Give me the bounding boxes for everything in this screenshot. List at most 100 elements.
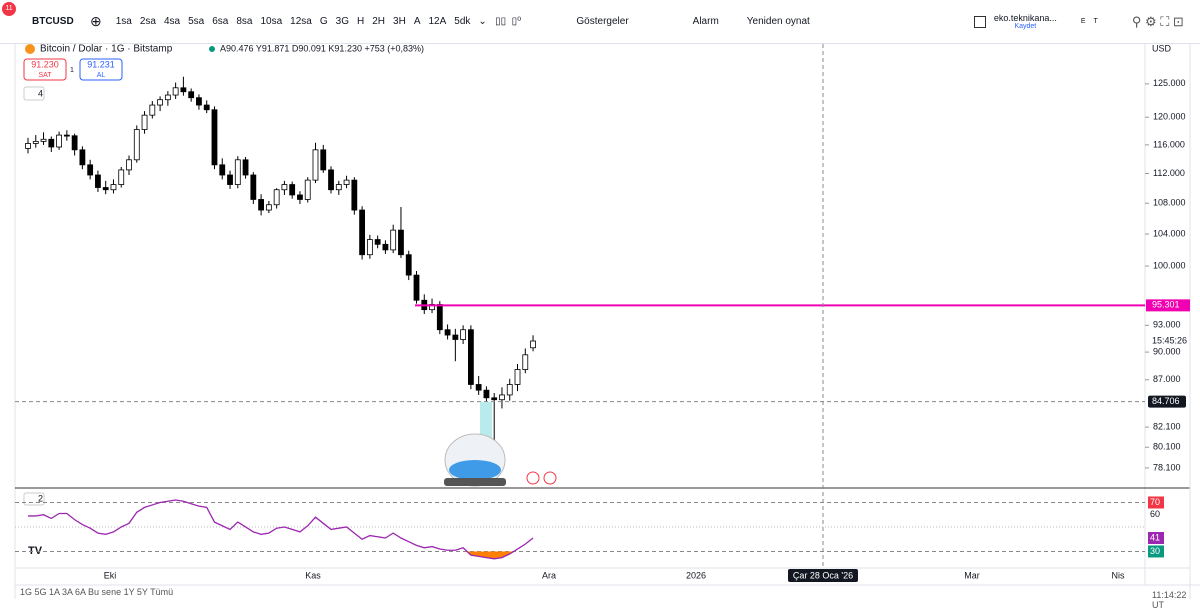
chart-type[interactable]: ⌄ ▯▯ ▯⁰ — [478, 16, 522, 27]
buy: AL — [97, 72, 106, 79]
y-tick-label: 100.000 — [1153, 260, 1186, 270]
candle-body — [242, 159, 249, 176]
candle-body — [71, 135, 78, 151]
rsi-last-label: 41 — [1150, 532, 1160, 542]
alarm[interactable]: Alarm — [692, 16, 719, 27]
rsi-tick-label: 30 — [1150, 546, 1160, 556]
candle-body — [157, 99, 163, 106]
clock: 11:14:22 UT — [1152, 590, 1187, 610]
candle-body — [312, 149, 319, 181]
interval[interactable]: 3G — [335, 16, 349, 27]
y-tick-label: 87.000 — [1153, 374, 1181, 384]
intervals: 1sa 2sa 4sa 5sa 6sa 8sa 10sa 12sa G 3G H 2H 3H A 12A 5d… — [112, 16, 475, 27]
rsi-tick-label: 70 — [1150, 497, 1160, 507]
symbol[interactable]: BTCUSD — [32, 16, 74, 27]
candle-body — [475, 384, 482, 391]
sell: SAT — [38, 72, 52, 79]
y-tick-label: 125.000 — [1153, 78, 1186, 88]
x-label: Ara — [542, 570, 556, 580]
candle-body — [234, 159, 241, 185]
candle-body — [460, 329, 467, 340]
candle-body — [483, 389, 490, 399]
add[interactable]: ⊕ — [90, 13, 102, 29]
interval[interactable]: 12sa — [290, 16, 312, 27]
candle-body — [467, 329, 474, 385]
account-name: eko.teknikana... — [993, 13, 1057, 23]
y-tick-label: 78.100 — [1153, 462, 1181, 472]
candle-body — [452, 334, 459, 340]
candle-body — [48, 138, 55, 148]
date-label: Çar 28 Oca '26 — [793, 570, 853, 580]
e[interactable]: E — [1080, 18, 1086, 25]
hline-label-bg — [1146, 299, 1190, 312]
collapse-btn[interactable] — [23, 86, 45, 101]
candle-body — [390, 229, 397, 251]
lamp-decoration — [444, 402, 557, 487]
t[interactable]: T — [1093, 18, 1098, 25]
candle-body — [203, 104, 210, 111]
interval[interactable]: 8sa — [236, 16, 253, 27]
candle-body — [141, 114, 148, 130]
rsi-collapse: 2 — [38, 493, 43, 503]
left-toolbar — [0, 44, 15, 599]
interval[interactable]: A — [413, 16, 421, 27]
candle-body — [374, 239, 381, 245]
candle-body — [335, 184, 342, 191]
currency[interactable]: USD — [1152, 44, 1172, 53]
checkbox[interactable] — [973, 15, 986, 28]
collapse-count: 4 — [38, 88, 43, 98]
candle-body — [180, 87, 187, 93]
rsi-tick-bg — [1148, 496, 1164, 509]
sell-price: 91.230 — [31, 59, 59, 69]
candle-body — [258, 199, 265, 211]
interval[interactable]: H — [356, 16, 365, 27]
buy-price: 91.231 — [87, 59, 115, 69]
indicators[interactable]: Göstergeler — [576, 16, 629, 27]
candle-body — [405, 254, 412, 276]
candle-body — [343, 179, 350, 185]
saved: Kaydet — [1014, 23, 1037, 30]
candle-body — [499, 394, 505, 401]
legend-ohlc: A90.476 Y91.871 D90.091 K91.230 +753 (+0… — [220, 44, 424, 53]
candle-body — [25, 143, 31, 149]
interval[interactable]: 1sa — [115, 16, 132, 27]
icons[interactable]: ⚲ ⚙ ⛶ ⊡ — [1131, 13, 1184, 29]
candle-body — [211, 109, 218, 166]
interval[interactable]: 10sa — [260, 16, 283, 27]
candle-body — [133, 129, 140, 161]
sell-button[interactable] — [23, 58, 67, 81]
legend-title: Bitcoin / Dolar · 1G · Bitstamp — [40, 44, 173, 55]
candle-body — [79, 149, 86, 166]
candle-body — [366, 239, 373, 256]
interval[interactable]: 2H — [372, 16, 386, 27]
candle-body — [219, 164, 226, 176]
interval[interactable]: 2sa — [139, 16, 156, 27]
logo: TV — [28, 545, 43, 557]
rsi-tick-label: 60 — [1150, 509, 1160, 519]
ranges[interactable]: 1G 5G 1A 3A 6A Bu sene 1Y 5Y Tümü — [20, 587, 174, 597]
rsi-last-bg — [1148, 532, 1164, 544]
spread: 1 — [70, 67, 74, 74]
y-tick-label: 90.000 — [1153, 346, 1181, 356]
candle-body — [436, 304, 443, 331]
interval[interactable]: 5dk — [454, 16, 471, 27]
candle-body — [328, 169, 334, 191]
candle-body — [351, 179, 358, 211]
interval[interactable]: 4sa — [163, 16, 181, 27]
interval[interactable]: 5sa — [188, 16, 205, 27]
candle-body — [172, 87, 179, 96]
y-tick-label: 112.000 — [1153, 168, 1185, 178]
y-tick-label: 108.000 — [1153, 198, 1186, 208]
candle-body — [514, 369, 521, 385]
replay[interactable]: Yeniden oynat — [746, 16, 810, 27]
interval[interactable]: 12A — [428, 16, 447, 27]
candle-body — [444, 329, 451, 336]
account[interactable]: eko.teknikana... Kaydet — [994, 13, 1057, 30]
candle-body — [110, 184, 117, 191]
x-label: Kas — [305, 570, 321, 580]
interval[interactable]: 6sa — [212, 16, 229, 27]
candle-body — [227, 174, 233, 185]
buy-button[interactable] — [79, 58, 123, 81]
interval[interactable]: 3H — [393, 16, 406, 27]
interval[interactable]: G — [319, 16, 328, 27]
